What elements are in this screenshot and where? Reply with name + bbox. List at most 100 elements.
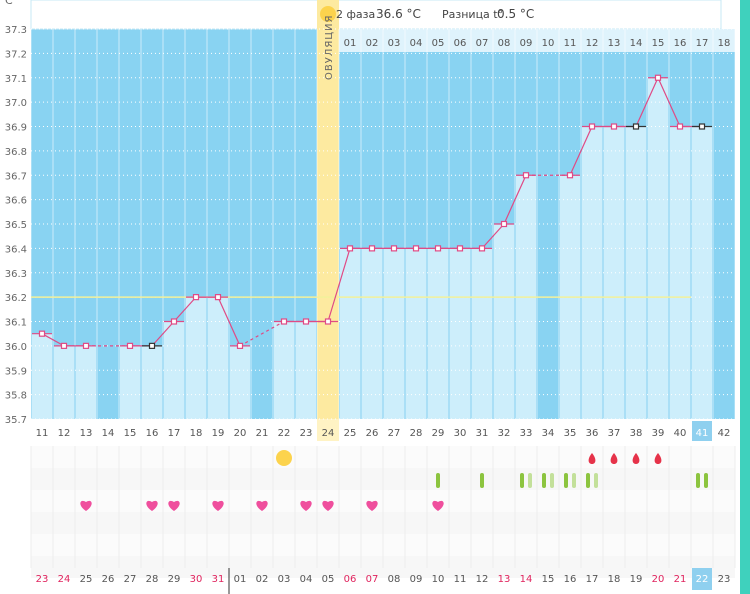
y-tick-label: 36.6 xyxy=(5,196,27,207)
temp-bar xyxy=(472,248,492,419)
temp-bar xyxy=(340,248,360,419)
temp-point xyxy=(346,245,354,252)
temp-bar xyxy=(120,345,140,419)
cycle-day-label: 25 xyxy=(344,428,357,439)
temp-bar xyxy=(54,345,74,419)
diff-label: Разница t° xyxy=(442,8,503,21)
temp-line-segment xyxy=(151,321,175,347)
calendar-date-label: 04 xyxy=(300,574,313,585)
phase-day-label: 16 xyxy=(674,38,687,49)
sun-icon xyxy=(320,6,336,22)
cycle-day-label: 30 xyxy=(454,428,467,439)
phase-day-label: 10 xyxy=(542,38,555,49)
discharge-mark xyxy=(542,473,546,488)
y-tick-label: 35.9 xyxy=(5,366,27,377)
calendar-date-label: 24 xyxy=(58,574,71,585)
cycle-day-label: 17 xyxy=(168,428,181,439)
calendar-date-label: 23 xyxy=(718,574,731,585)
unit-label: C° xyxy=(5,0,19,7)
discharge-mark xyxy=(528,473,532,488)
heart-icon xyxy=(256,500,268,511)
phase-day-label: 04 xyxy=(410,38,423,49)
calendar-date-label: 18 xyxy=(608,574,621,585)
calendar-date-label: 26 xyxy=(102,574,115,585)
calendar-date-label: 25 xyxy=(80,574,93,585)
temp-line-segment xyxy=(657,77,681,127)
phase-day-label: 08 xyxy=(498,38,511,49)
temp-point xyxy=(148,342,156,349)
temp-point xyxy=(170,318,178,325)
cycle-day-label: 11 xyxy=(36,428,49,439)
temp-point xyxy=(698,123,706,130)
phase-day-label: 11 xyxy=(564,38,577,49)
calendar-date-label: 09 xyxy=(410,574,423,585)
right-scroll-strip[interactable] xyxy=(740,0,750,594)
temp-line-segment xyxy=(41,333,65,347)
calendar-date-label: 08 xyxy=(388,574,401,585)
calendar-date-label: 28 xyxy=(146,574,159,585)
temp-bar xyxy=(142,345,162,419)
temp-point xyxy=(192,294,200,301)
cycle-day-label: 29 xyxy=(432,428,445,439)
temp-bar xyxy=(230,345,250,419)
phase-day-label: 17 xyxy=(696,38,709,49)
today-cycle-cell xyxy=(692,421,712,441)
cycle-day-label: 23 xyxy=(300,428,313,439)
temp-bar xyxy=(76,345,96,419)
cycle-day-label: 15 xyxy=(124,428,137,439)
temp-line-segment xyxy=(217,296,241,347)
temp-line-segment xyxy=(173,296,197,322)
y-tick-label: 36.2 xyxy=(5,293,27,304)
temp-line-segment xyxy=(327,248,351,322)
temp-bar xyxy=(208,297,228,419)
phase-day-label: 05 xyxy=(432,38,445,49)
temp-line-segment xyxy=(481,223,505,249)
y-tick-label: 37.3 xyxy=(5,25,27,36)
heart-icon xyxy=(168,500,180,511)
temp-line-segment xyxy=(635,77,659,127)
calendar-date-label: 23 xyxy=(36,574,49,585)
y-tick-label: 35.7 xyxy=(5,415,27,426)
phase-day-label: 03 xyxy=(388,38,401,49)
calendar-date-label: 03 xyxy=(278,574,291,585)
cycle-day-label: 18 xyxy=(190,428,203,439)
cycle-day-label: 26 xyxy=(366,428,379,439)
y-tick-label: 37.0 xyxy=(5,98,27,109)
y-tick-label: 36.4 xyxy=(5,244,27,255)
discharge-mark xyxy=(564,473,568,488)
cycle-day-label: 33 xyxy=(520,428,533,439)
heart-icon xyxy=(432,500,444,511)
calendar-date-label: 13 xyxy=(498,574,511,585)
phase-day-label: 18 xyxy=(718,38,731,49)
temp-point xyxy=(632,123,640,130)
calendar-date-label: 14 xyxy=(520,574,533,585)
heart-icon xyxy=(80,500,92,511)
calendar-date-label: 15 xyxy=(542,574,555,585)
y-tick-label: 36.9 xyxy=(5,123,27,134)
cycle-day-label: 42 xyxy=(718,428,731,439)
cycle-day-label: 20 xyxy=(234,428,247,439)
temp-line-segment xyxy=(239,320,285,347)
temp-point xyxy=(214,294,222,301)
discharge-mark xyxy=(572,473,576,488)
calendar-date-label: 21 xyxy=(674,574,687,585)
temp-bar xyxy=(406,248,426,419)
today-date-cell xyxy=(692,568,712,590)
calendar-date-label: 10 xyxy=(432,574,445,585)
temp-point xyxy=(434,245,442,252)
heart-icon xyxy=(212,500,224,511)
temp-point xyxy=(38,330,46,337)
blood-drop-icon xyxy=(654,453,662,464)
ovulation-band xyxy=(317,0,339,419)
calendar-date-label: 20 xyxy=(652,574,665,585)
phase-day-label: 02 xyxy=(366,38,379,49)
blood-drop-icon xyxy=(632,453,640,464)
discharge-mark xyxy=(480,473,484,488)
temp-point xyxy=(522,172,530,179)
calendar-date-label: 17 xyxy=(586,574,599,585)
temp-point xyxy=(566,172,574,179)
temp-point xyxy=(82,342,90,349)
cycle-day-label: 41 xyxy=(696,428,709,439)
phase-day-label: 09 xyxy=(520,38,533,49)
cycle-day-label: 34 xyxy=(542,428,555,439)
